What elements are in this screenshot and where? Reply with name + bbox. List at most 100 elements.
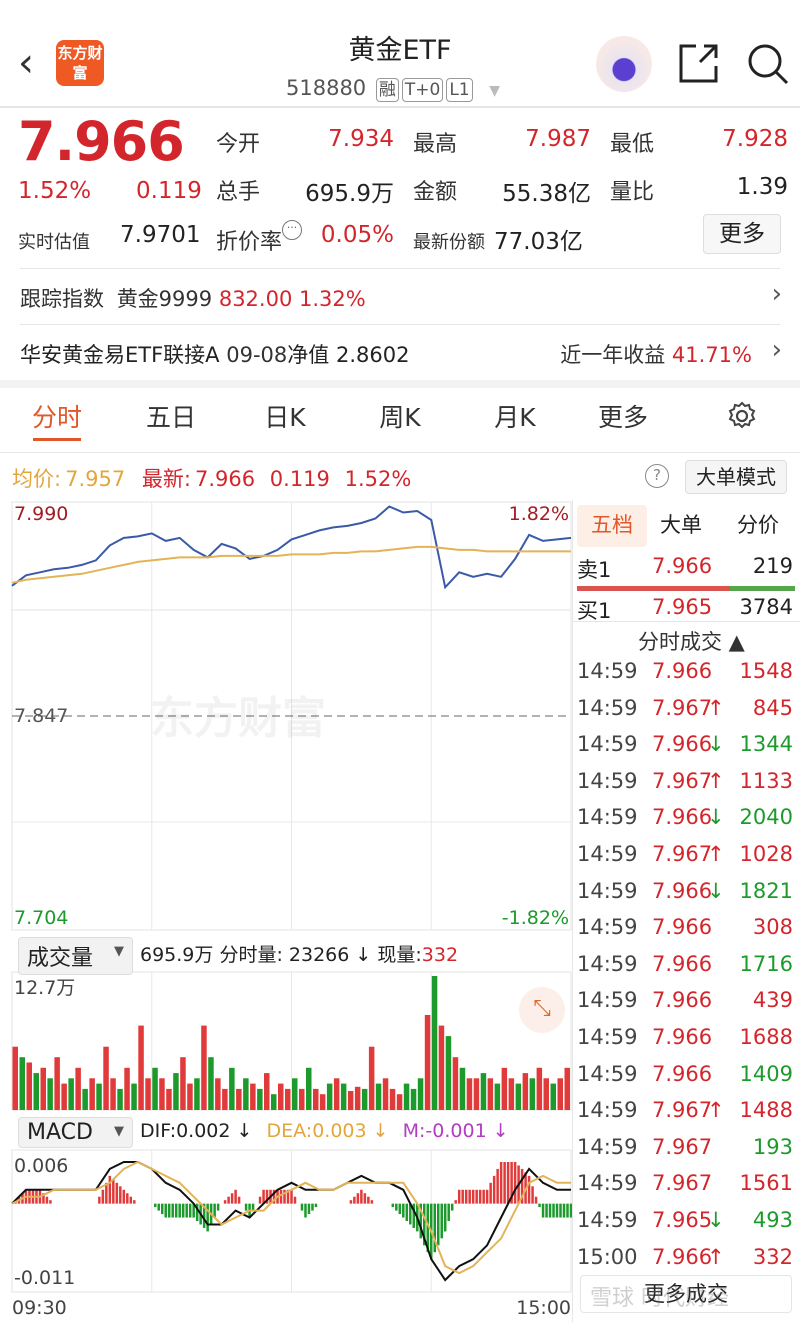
volume-bar [431,976,438,1110]
tick-price: 7.966 [652,878,713,903]
fund-return-label: 近一年收益 [560,343,666,367]
tab-daily-k[interactable]: 日K [264,403,306,432]
assistant-avatar[interactable] [596,36,652,92]
tick-trade-row: 15:00 7.966 ↑ 332 [577,1245,795,1281]
volume-bar [159,1078,165,1110]
dea-value: DEA:0.003 ↓ [266,1120,389,1142]
fund-nav-label: 净值 [287,343,330,367]
volume-bar [103,1046,109,1110]
share-icon[interactable] [678,42,720,84]
volume-bar [19,1057,25,1110]
volume-bar [250,1083,256,1110]
volume-bar [180,1057,186,1110]
volume-ratio-value: 1.39 [736,174,788,200]
volume-bar [515,1083,522,1110]
volume-bar [466,1078,473,1110]
tab-weekly-k[interactable]: 周K [379,403,421,432]
tick-time: 14:59 [577,988,638,1013]
volume-bar [215,1078,221,1110]
macd-indicator-dropdown[interactable]: MACD ▼ [18,1117,133,1148]
search-icon[interactable] [746,42,790,86]
tick-direction-arrow: ↑ [707,695,725,720]
volume-bar [326,1083,333,1110]
volume-bar [61,1083,67,1110]
volume-ratio-label: 量比 [610,180,655,205]
volume-bar [333,1078,340,1110]
more-trades-button[interactable]: 更多成交 [580,1275,792,1313]
tick-trades-header[interactable]: 分时成交 ▲ [638,630,745,654]
volume-bar [452,1057,459,1110]
volume-bar [201,1025,207,1110]
back-button[interactable]: ‹ [18,40,34,86]
current-volume-label: 现量: [377,944,422,966]
volume-indicator-label: 成交量 [27,946,94,971]
tick-direction-arrow: ↓ [707,1208,725,1232]
tab-monthly-k[interactable]: 月K [494,403,536,432]
tick-time: 14:59 [577,1098,638,1123]
tracking-value: 832.00 [218,287,293,311]
volume-bar [47,1078,53,1110]
settings-gear-icon[interactable] [726,400,758,432]
last-pct: 1.52% [344,467,412,491]
stock-code-row[interactable]: 518880 融 T+0 L1 ▼ [286,76,500,102]
tracking-index-row[interactable]: 跟踪指数 黄金9999 832.00 1.32% › [20,279,782,313]
tick-trade-row: 14:59 7.967 ↑ 845 [577,696,795,732]
tick-time: 14:59 [577,1025,638,1049]
tick-price: 7.966 [652,1025,713,1049]
tab-more[interactable]: 更多 [597,403,648,432]
volume-bar [194,1078,200,1110]
tick-volume: 1133 [739,768,793,793]
bid-label: 买1 [577,599,612,623]
tab-five-levels[interactable]: 五档 [577,505,647,547]
expand-icon[interactable]: ⤡ [519,987,565,1033]
tracking-pct: 1.32% [299,287,366,311]
tick-direction-arrow: ↑ [707,1098,725,1123]
tick-price: 7.967 [652,768,713,793]
tick-price: 7.966 [652,805,713,830]
volume-bar [340,1083,347,1110]
tick-direction-arrow: ↑ [707,1244,725,1269]
low-value: 7.928 [722,126,788,152]
tab-large-orders[interactable]: 大单 [660,513,702,537]
tick-volume: 1821 [739,878,793,903]
info-icon[interactable]: ··· [282,220,302,240]
amount-value: 55.38亿 [502,181,591,207]
tick-price: 7.967 [652,695,713,720]
large-order-mode-button[interactable]: 大单模式 [685,460,787,494]
volume-bar [410,1088,417,1110]
tick-trade-row: 14:59 7.967 ↑ 1028 [577,842,795,878]
chart-watermark: 东方财富 [150,693,326,744]
open-label: 今开 [216,132,261,157]
bid-1-row: 买1 7.965 3784 [577,595,795,631]
volume-bar [278,1083,284,1110]
help-icon[interactable]: ? [645,464,669,488]
volume-bar [536,1067,543,1110]
volume-indicator-dropdown[interactable]: 成交量 ▼ [18,937,133,975]
shares-label: 最新份额 [413,232,485,253]
avg-label: 均价: [12,467,62,491]
volume-bar [110,1078,116,1110]
tick-price: 7.966 [652,915,713,940]
tick-volume: 1344 [739,732,793,757]
linked-fund-row[interactable]: 华安黄金易ETF联接A 09-08净值 2.8602 近一年收益 41.71% … [20,335,782,369]
amount-label: 金额 [413,180,458,205]
volume-bar [68,1078,74,1110]
intraday-charts[interactable]: 7.990 7.847 7.704 1.82% -1.82% 12.7万 0.006 -0.0… [0,0,572,1322]
tick-price: 7.966 [652,1061,713,1086]
tab-intraday[interactable]: 分时 [31,403,82,432]
tab-five-day[interactable]: 五日 [145,403,196,432]
last-price: 7.966 [18,110,185,173]
tick-volume: 1688 [739,1025,793,1049]
volume-bar [354,1086,361,1110]
tab-price-distribution[interactable]: 分价 [737,513,779,537]
volume-bar [271,1094,277,1110]
dea-line [11,1160,571,1275]
fund-return-value: 41.71% [671,343,752,367]
x-tick-close: 15:00 [516,1297,571,1319]
minute-volume: 23266 [288,944,350,966]
more-button[interactable]: 更多 [703,214,781,254]
tick-price: 7.966 [652,951,713,976]
x-tick-open: 09:30 [12,1297,67,1319]
volume-bar [236,1088,242,1110]
volume-bar [368,1046,375,1110]
